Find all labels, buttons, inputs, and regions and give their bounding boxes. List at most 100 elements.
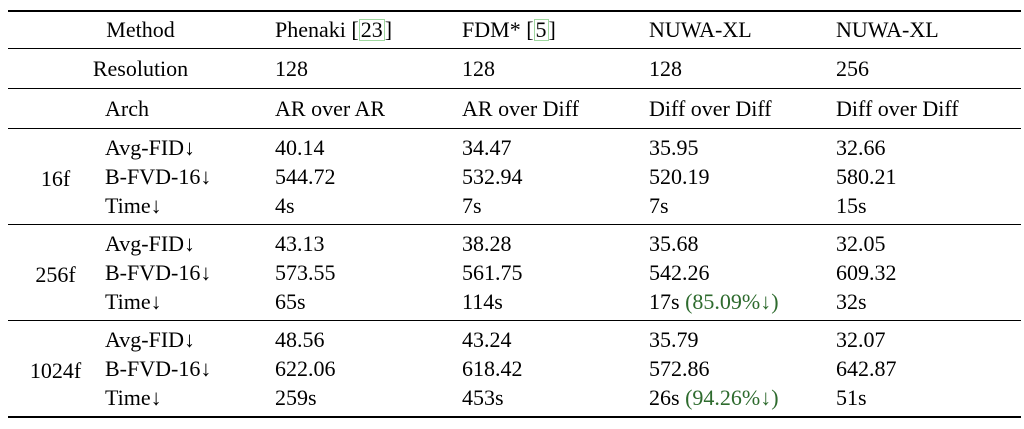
value-cell: 34.47 [462, 134, 512, 160]
method-name: Phenaki [275, 17, 346, 42]
time-value: 65s [275, 288, 306, 314]
value-cell: 40.14 [275, 134, 325, 160]
time-cell: 65s [273, 287, 460, 321]
time-value: 17s [649, 288, 680, 314]
resolution-value: 128 [460, 48, 648, 89]
bracket-close: ] [548, 17, 556, 42]
resolution-row-label: Resolution [8, 48, 274, 89]
value-cell: 35.95 [649, 134, 699, 160]
time-cell: 32s [834, 287, 1021, 321]
time-value: 7s [649, 192, 669, 218]
time-value: 51s [836, 384, 867, 410]
arch-row-label: Arch [103, 88, 274, 129]
arch-value: AR over Diff [460, 88, 648, 129]
group-label: 1024f [29, 357, 82, 383]
time-cell: 17s (85.09%↓) [647, 287, 834, 321]
time-cell: 259s [273, 383, 460, 417]
metric-label: Avg-FID↓ [105, 230, 196, 256]
resolution-row: Resolution 128 128 128 256 [8, 48, 1022, 89]
bracket-close: ] [384, 17, 393, 42]
method-cell-fdm: FDM* [5] [460, 11, 648, 49]
method-cell-nuwaxl-128: NUWA-XL [647, 11, 835, 49]
time-cell: 7s [460, 191, 647, 225]
value-cell: 532.94 [462, 163, 523, 189]
bracket-open: [ [526, 17, 534, 42]
time-value: 26s [649, 384, 680, 410]
value-cell: 544.72 [275, 163, 336, 189]
arch-value: AR over AR [273, 88, 461, 129]
method-row-label: Method [8, 11, 274, 49]
group-label: 16f [40, 165, 71, 191]
time-cell: 51s [834, 383, 1021, 417]
metric-label: B-FVD-16↓ [105, 355, 212, 381]
time-value: 114s [462, 288, 503, 314]
arch-row: Arch AR over AR AR over Diff Diff over D… [8, 88, 1022, 129]
value-cell: 618.42 [462, 355, 523, 381]
time-cell: 114s [460, 287, 647, 321]
empty-cell [8, 88, 103, 129]
time-cell: 15s [834, 191, 1021, 225]
metric-label: B-FVD-16↓ [105, 163, 212, 189]
value-cell: 520.19 [649, 163, 710, 189]
arch-value: Diff over Diff [834, 88, 1022, 129]
b-fvd-row: B-FVD-16↓ 622.06 618.42 572.86 642.87 [8, 354, 1021, 383]
time-value: 453s [462, 384, 504, 410]
value-cell: 32.05 [836, 230, 886, 256]
value-cell: 43.13 [275, 230, 325, 256]
value-cell: 561.75 [462, 259, 523, 285]
value-cell: 35.79 [649, 326, 699, 352]
metric-label: Time↓ [105, 384, 162, 410]
time-value: 4s [275, 192, 295, 218]
value-cell: 580.21 [836, 163, 897, 189]
citation-link[interactable]: 5 [533, 17, 549, 42]
method-name: FDM* [462, 17, 521, 42]
bracket-open: [ [351, 17, 359, 42]
time-cell: 7s [647, 191, 834, 225]
b-fvd-row: B-FVD-16↓ 544.72 532.94 520.19 580.21 [8, 162, 1021, 191]
time-cell: 26s (94.26%↓) [647, 383, 834, 417]
results-table: Method Phenaki [23] FDM* [5] NUWA-XL NUW… [8, 10, 1022, 418]
time-row: Time↓ 259s 453s 26s (94.26%↓) 51s [8, 383, 1021, 417]
group-16f: 16f Avg-FID↓ 40.14 34.47 35.95 32.66 B-F… [8, 128, 1022, 225]
avg-fid-row: 16f Avg-FID↓ 40.14 34.47 35.95 32.66 [8, 129, 1021, 191]
value-cell: 609.32 [836, 259, 897, 285]
value-cell: 542.26 [649, 259, 710, 285]
metric-label: Avg-FID↓ [105, 326, 196, 352]
resolution-value: 256 [834, 48, 1022, 89]
time-saving: (94.26%↓) [685, 384, 779, 410]
metric-label: Avg-FID↓ [105, 134, 196, 160]
metric-label: B-FVD-16↓ [105, 259, 212, 285]
citation-link[interactable]: 23 [358, 17, 385, 42]
avg-fid-row: 256f Avg-FID↓ 43.13 38.28 35.68 32.05 [8, 225, 1021, 287]
method-name: NUWA-XL [836, 17, 939, 42]
value-cell: 622.06 [275, 355, 336, 381]
time-value: 15s [836, 192, 867, 218]
b-fvd-row: B-FVD-16↓ 573.55 561.75 542.26 609.32 [8, 258, 1021, 287]
value-cell: 572.86 [649, 355, 710, 381]
method-cell-phenaki: Phenaki [23] [273, 11, 461, 49]
resolution-value: 128 [273, 48, 461, 89]
value-cell: 38.28 [462, 230, 512, 256]
time-value: 7s [462, 192, 482, 218]
arch-value: Diff over Diff [647, 88, 835, 129]
time-cell: 4s [273, 191, 460, 225]
value-cell: 32.07 [836, 326, 886, 352]
time-row: Time↓ 65s 114s 17s (85.09%↓) 32s [8, 287, 1021, 321]
time-value: 32s [836, 288, 867, 314]
resolution-value: 128 [647, 48, 835, 89]
time-value: 259s [275, 384, 317, 410]
value-cell: 48.56 [275, 326, 325, 352]
method-row: Method Phenaki [23] FDM* [5] NUWA-XL NUW… [8, 11, 1022, 49]
method-cell-nuwaxl-256: NUWA-XL [834, 11, 1022, 49]
group-label: 256f [35, 261, 76, 287]
value-cell: 32.66 [836, 134, 886, 160]
time-saving: (85.09%↓) [685, 288, 779, 314]
metric-label: Time↓ [105, 192, 162, 218]
value-cell: 642.87 [836, 355, 897, 381]
method-name: NUWA-XL [649, 17, 752, 42]
value-cell: 573.55 [275, 259, 336, 285]
avg-fid-row: 1024f Avg-FID↓ 48.56 43.24 35.79 32.07 [8, 321, 1021, 383]
value-cell: 35.68 [649, 230, 699, 256]
group-256f: 256f Avg-FID↓ 43.13 38.28 35.68 32.05 B-… [8, 224, 1022, 321]
group-1024f: 1024f Avg-FID↓ 48.56 43.24 35.79 32.07 B… [8, 320, 1022, 418]
